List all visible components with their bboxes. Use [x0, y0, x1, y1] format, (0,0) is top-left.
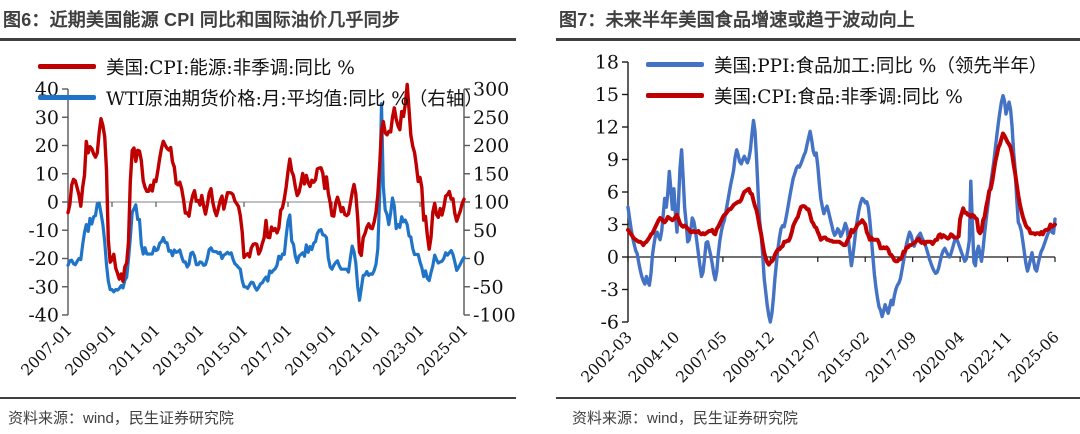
blue-line-swatch-icon	[646, 62, 704, 67]
legend-item-cpi-energy: 美国:CPI:能源:非季调:同比 %	[38, 53, 483, 80]
legend-item-cpi-food: 美国:CPI:食品:非季调:同比 %	[646, 82, 1047, 109]
svg-text:-50: -50	[473, 276, 504, 298]
svg-text:-3: -3	[600, 279, 619, 301]
svg-text:2015-02: 2015-02	[815, 328, 873, 386]
figure6-source: 资料来源：wind，民生证券研究院	[0, 397, 516, 428]
figure6-panel: 图6：近期美国能源 CPI 同比和国际油价几乎同步 40 30 20 10 0 -10 -2…	[0, 2, 516, 428]
blue-line-swatch-icon	[38, 95, 96, 100]
svg-text:2004-10: 2004-10	[625, 328, 683, 386]
svg-text:2007-05: 2007-05	[672, 328, 730, 386]
svg-text:100: 100	[473, 192, 509, 214]
svg-text:0: 0	[607, 247, 619, 269]
svg-text:0: 0	[47, 192, 59, 214]
svg-text:300: 300	[473, 79, 509, 101]
legend-label-cpi-food: 美国:CPI:食品:非季调:同比 %	[714, 86, 963, 108]
svg-text:40: 40	[35, 79, 59, 101]
svg-text:10: 10	[35, 163, 59, 185]
svg-text:15: 15	[595, 84, 619, 106]
svg-text:-100: -100	[473, 305, 516, 327]
svg-text:2017-09: 2017-09	[862, 328, 920, 386]
svg-text:18: 18	[595, 52, 619, 74]
svg-text:20: 20	[35, 135, 59, 157]
svg-text:-6: -6	[600, 312, 619, 334]
figure7-legend: 美国:PPI:食品加工:同比 %（领先半年） 美国:CPI:食品:非季调:同比 …	[646, 51, 1047, 113]
svg-text:2020-04: 2020-04	[910, 328, 968, 386]
svg-text:30: 30	[35, 107, 59, 129]
svg-text:50: 50	[473, 220, 497, 242]
svg-text:9: 9	[607, 149, 619, 171]
svg-text:0: 0	[473, 248, 485, 270]
legend-item-ppi-food: 美国:PPI:食品加工:同比 %（领先半年）	[646, 51, 1047, 78]
svg-text:150: 150	[473, 163, 509, 185]
svg-text:-40: -40	[28, 305, 59, 327]
figure6-legend: 美国:CPI:能源:非季调:同比 % WTI原油期货价格:月:平均值:同比 %（…	[38, 53, 483, 115]
svg-text:2025-06: 2025-06	[1005, 328, 1063, 386]
figure6-chart-svg: 403020100-10-20-30-40300250200150100500-…	[18, 79, 516, 380]
figure7-source: 资料来源：wind，民生证券研究院	[556, 397, 1080, 428]
figure7-panel: 图7：未来半年美国食品增速或趋于波动向上 18 15 12 9 6 3 0 -3 -6 2002-…	[556, 2, 1080, 428]
legend-label-wti: WTI原油期货价格:月:平均值:同比 %（右轴）	[106, 88, 483, 110]
svg-text:2012-07: 2012-07	[767, 328, 825, 386]
svg-text:12: 12	[595, 117, 619, 139]
svg-text:3: 3	[607, 214, 619, 236]
legend-label-cpi-energy: 美国:CPI:能源:非季调:同比 %	[106, 57, 355, 79]
legend-item-wti: WTI原油期货价格:月:平均值:同比 %（右轴）	[38, 84, 483, 111]
svg-text:200: 200	[473, 135, 509, 157]
svg-text:2022-11: 2022-11	[957, 328, 1015, 386]
svg-text:6: 6	[607, 182, 619, 204]
figure7-title: 图7：未来半年美国食品增速或趋于波动向上	[556, 2, 1080, 41]
figure6-title: 图6：近期美国能源 CPI 同比和国际油价几乎同步	[0, 2, 516, 41]
figure7-chart-svg: 18 15 12 9 6 3 0 -3 -62002-032004-102007-052009-…	[578, 52, 1063, 387]
svg-text:2009-12: 2009-12	[720, 328, 778, 386]
svg-text:-20: -20	[28, 248, 59, 270]
legend-label-ppi-food: 美国:PPI:食品加工:同比 %（领先半年）	[714, 55, 1048, 77]
svg-text:2002-03: 2002-03	[578, 328, 636, 386]
svg-text:-10: -10	[28, 220, 59, 242]
svg-text:250: 250	[473, 107, 509, 129]
figure7-chart-area: 18 15 12 9 6 3 0 -3 -6 2002-03 2004-10 2007-05 2009-…	[556, 41, 1080, 393]
red-line-swatch-icon	[38, 64, 96, 69]
red-line-swatch-icon	[646, 93, 704, 98]
svg-text:-30: -30	[28, 276, 59, 298]
figure6-chart-area: 40 30 20 10 0 -10 -20 -30 -40 300 250 200 150 100 50 0-…	[0, 41, 516, 393]
